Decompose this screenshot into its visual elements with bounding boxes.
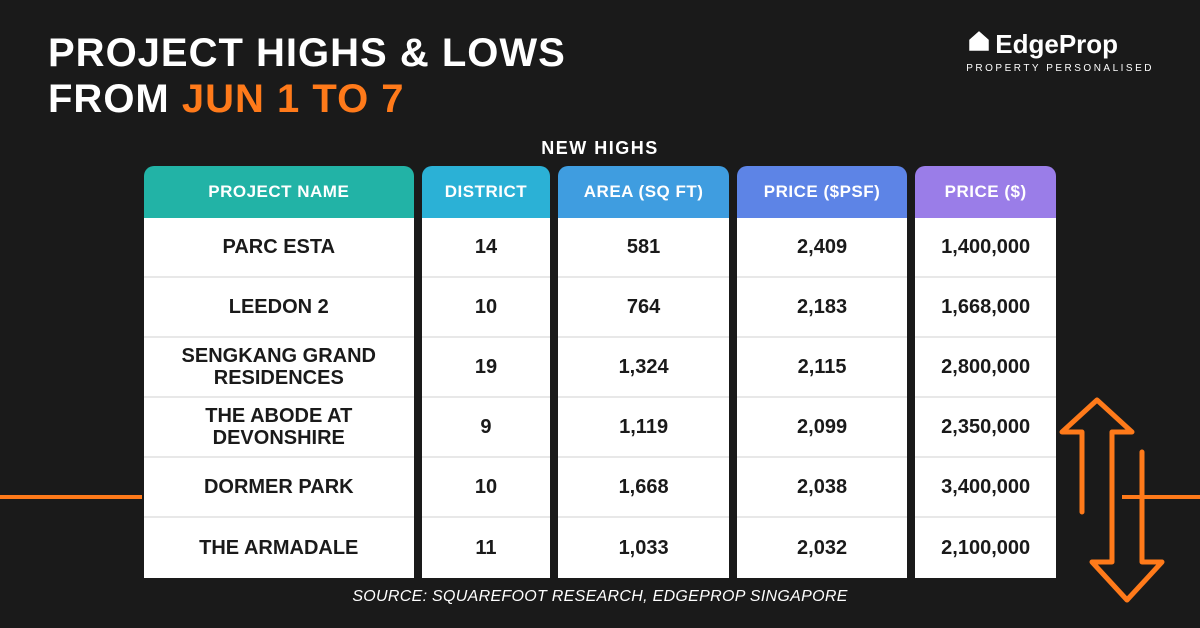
table-cell: 764 (558, 278, 728, 338)
table-cell: 1,668,000 (915, 278, 1056, 338)
table-cell: LEEDON 2 (144, 278, 414, 338)
logo-main-row: EdgeProp (966, 28, 1154, 61)
table-cell: 581 (558, 218, 728, 278)
table-cell: 2,099 (737, 398, 907, 458)
table-cell: THE ABODE AT DEVONSHIRE (144, 398, 414, 458)
column-header: PRICE ($PSF) (737, 166, 907, 218)
table-row: PARC ESTA145812,4091,400,000 (144, 218, 1056, 278)
accent-line-left (0, 495, 142, 499)
table-row: LEEDON 2107642,1831,668,000 (144, 278, 1056, 338)
page-title: PROJECT HIGHS & LOWS FROM JUN 1 TO 7 (48, 30, 566, 122)
table-cell: 2,115 (737, 338, 907, 398)
column-header: PRICE ($) (915, 166, 1056, 218)
table-cell: THE ARMADALE (144, 518, 414, 578)
table-cell: 2,032 (737, 518, 907, 578)
title-prefix: FROM (48, 77, 182, 121)
table-cell: 2,350,000 (915, 398, 1056, 458)
table-row: DORMER PARK101,6682,0383,400,000 (144, 458, 1056, 518)
logo-tagline: PROPERTY PERSONALISED (966, 63, 1154, 74)
table-cell: 2,038 (737, 458, 907, 518)
column-header: DISTRICT (422, 166, 551, 218)
table-cell: 1,668 (558, 458, 728, 518)
table-cell: 14 (422, 218, 551, 278)
table-cell: 2,800,000 (915, 338, 1056, 398)
table-cell: 1,119 (558, 398, 728, 458)
table-row: THE ABODE AT DEVONSHIRE91,1192,0992,350,… (144, 398, 1056, 458)
table-cell: 10 (422, 458, 551, 518)
table-cell: 2,100,000 (915, 518, 1056, 578)
table-cell: 1,324 (558, 338, 728, 398)
table-cell: 19 (422, 338, 551, 398)
table-cell: PARC ESTA (144, 218, 414, 278)
column-header: PROJECT NAME (144, 166, 414, 218)
logo-text: EdgeProp (995, 29, 1118, 60)
up-down-arrows-icon (1042, 392, 1182, 612)
table-cell: 10 (422, 278, 551, 338)
brand-logo: EdgeProp PROPERTY PERSONALISED (966, 28, 1154, 74)
table-row: THE ARMADALE111,0332,0322,100,000 (144, 518, 1056, 578)
title-line-2: FROM JUN 1 TO 7 (48, 76, 566, 122)
title-line-1: PROJECT HIGHS & LOWS (48, 30, 566, 76)
table-cell: SENGKANG GRAND RESIDENCES (144, 338, 414, 398)
table-cell: 3,400,000 (915, 458, 1056, 518)
column-header: AREA (SQ FT) (558, 166, 728, 218)
source-line: Source: Squarefoot Research, EdgeProp Si… (352, 588, 847, 606)
table-subtitle: NEW HIGHS (0, 138, 1200, 159)
table-cell: 2,409 (737, 218, 907, 278)
house-icon (966, 28, 992, 61)
table-cell: 1,033 (558, 518, 728, 578)
table-cell: 11 (422, 518, 551, 578)
table-header-row: PROJECT NAMEDISTRICTAREA (SQ FT)PRICE ($… (144, 166, 1056, 218)
table-row: SENGKANG GRAND RESIDENCES191,3242,1152,8… (144, 338, 1056, 398)
table-cell: 2,183 (737, 278, 907, 338)
table-cell: 9 (422, 398, 551, 458)
table-cell: DORMER PARK (144, 458, 414, 518)
data-table: PROJECT NAMEDISTRICTAREA (SQ FT)PRICE ($… (144, 166, 1056, 578)
table-body: PARC ESTA145812,4091,400,000LEEDON 21076… (144, 218, 1056, 578)
table-cell: 1,400,000 (915, 218, 1056, 278)
title-accent: JUN 1 TO 7 (182, 77, 405, 121)
